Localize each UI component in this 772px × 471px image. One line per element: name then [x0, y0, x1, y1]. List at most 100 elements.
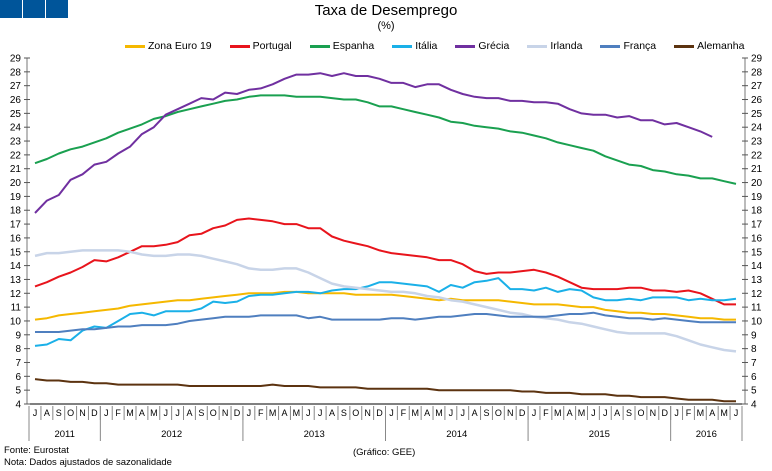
month-label: F	[115, 408, 121, 418]
y-tick-label-left: 18	[10, 206, 22, 217]
month-label: J	[532, 408, 537, 418]
y-tick-label-right: 7	[751, 358, 757, 369]
y-tick-label-left: 20	[10, 178, 22, 189]
month-label: A	[139, 408, 145, 418]
y-tick-label-right: 4	[751, 400, 757, 411]
legend-swatch	[527, 44, 548, 48]
month-label: J	[247, 408, 252, 418]
legend-swatch	[229, 44, 250, 48]
month-label: D	[91, 408, 98, 418]
month-label: S	[626, 408, 632, 418]
legend-label: Espanha	[332, 40, 375, 52]
y-tick-label-right: 27	[751, 81, 763, 92]
legend-label: Zona Euro 19	[148, 40, 212, 52]
month-label: M	[697, 408, 705, 418]
year-label: 2013	[304, 429, 325, 440]
y-tick-label-left: 26	[10, 95, 22, 106]
credit-text: (Gráfico: GEE)	[353, 447, 416, 458]
legend-swatch	[309, 44, 330, 48]
series-line-irlanda	[34, 249, 737, 353]
month-label: D	[519, 408, 526, 418]
logo-block-1	[0, 0, 22, 18]
source-text: Fonte: Eurostat	[4, 445, 69, 456]
series-line-espanha	[34, 94, 737, 185]
y-tick-label-right: 5	[751, 386, 757, 397]
month-label: N	[222, 408, 229, 418]
month-label: J	[389, 408, 394, 418]
month-label: M	[720, 408, 728, 418]
legend-item: Alemanha	[674, 40, 744, 52]
month-label: S	[56, 408, 62, 418]
chart-unit: (%)	[377, 20, 395, 32]
logo-block-3	[46, 0, 68, 18]
month-label: N	[650, 408, 657, 418]
y-tick-label-left: 5	[15, 386, 21, 397]
chart-title: Taxa de Desemprego	[314, 2, 458, 19]
legend-label: Itália	[415, 40, 438, 52]
month-label: J	[591, 408, 596, 418]
month-label: M	[150, 408, 158, 418]
month-label: A	[472, 408, 478, 418]
legend-item: Espanha	[309, 40, 375, 52]
y-tick-label-right: 23	[751, 137, 763, 148]
legend-swatch	[674, 44, 695, 48]
y-tick-label-left: 21	[10, 164, 22, 175]
month-label: N	[507, 408, 514, 418]
y-tick-label-right: 12	[751, 289, 763, 300]
year-label: 2014	[446, 429, 467, 440]
legend-label: Grécia	[478, 40, 510, 52]
y-tick-label-left: 25	[10, 109, 22, 120]
month-label: A	[424, 408, 430, 418]
month-label: J	[175, 408, 180, 418]
y-tick-label-left: 7	[15, 358, 21, 369]
legend-swatch	[125, 44, 145, 48]
legend: Zona Euro 19 Portugal Espanha Itália Grécia I…	[125, 40, 762, 52]
month-label: J	[603, 408, 608, 418]
legend-item: Zona Euro 19	[125, 40, 212, 52]
y-tick-label-right: 19	[751, 192, 763, 203]
month-label: M	[578, 408, 586, 418]
series-line-zona-euro-19	[34, 290, 736, 321]
month-label: J	[460, 408, 465, 418]
month-label: M	[126, 408, 134, 418]
y-tick-label-left: 9	[15, 330, 21, 341]
legend-swatch	[600, 44, 621, 48]
y-tick-label-right: 8	[751, 344, 757, 355]
y-tick-label-right: 29	[751, 54, 763, 65]
legend-swatch	[455, 44, 476, 48]
y-tick-label-left: 24	[10, 123, 22, 134]
series-line-portugal	[34, 217, 736, 306]
month-label: A	[567, 408, 573, 418]
series-line-fran-a	[35, 311, 736, 333]
month-label: M	[435, 408, 443, 418]
month-label: J	[318, 408, 323, 418]
month-label: A	[44, 408, 50, 418]
y-tick-label-left: 15	[10, 247, 22, 258]
month-label: D	[234, 408, 241, 418]
month-label: S	[341, 408, 347, 418]
month-label: O	[352, 408, 359, 418]
legend-item: França	[600, 40, 656, 52]
legend-item: Grécia	[455, 40, 509, 52]
y-tick-label-right: 22	[751, 150, 763, 161]
month-label: O	[637, 408, 644, 418]
month-label: O	[495, 408, 502, 418]
series-line-alemanha	[34, 378, 736, 403]
month-label: N	[364, 408, 371, 418]
year-label: 2011	[54, 429, 74, 440]
month-label: J	[104, 408, 109, 418]
series-line-it-lia	[34, 277, 737, 347]
month-label: N	[79, 408, 86, 418]
month-label: A	[186, 408, 192, 418]
month-label: A	[614, 408, 620, 418]
month-label: D	[376, 408, 383, 418]
month-label: S	[483, 408, 489, 418]
month-label: A	[282, 408, 288, 418]
y-tick-label-left: 27	[10, 81, 22, 92]
y-tick-label-right: 13	[751, 275, 763, 286]
y-tick-label-right: 15	[751, 247, 763, 258]
month-label: S	[198, 408, 204, 418]
month-label: F	[258, 408, 264, 418]
y-tick-label-left: 29	[10, 54, 22, 65]
